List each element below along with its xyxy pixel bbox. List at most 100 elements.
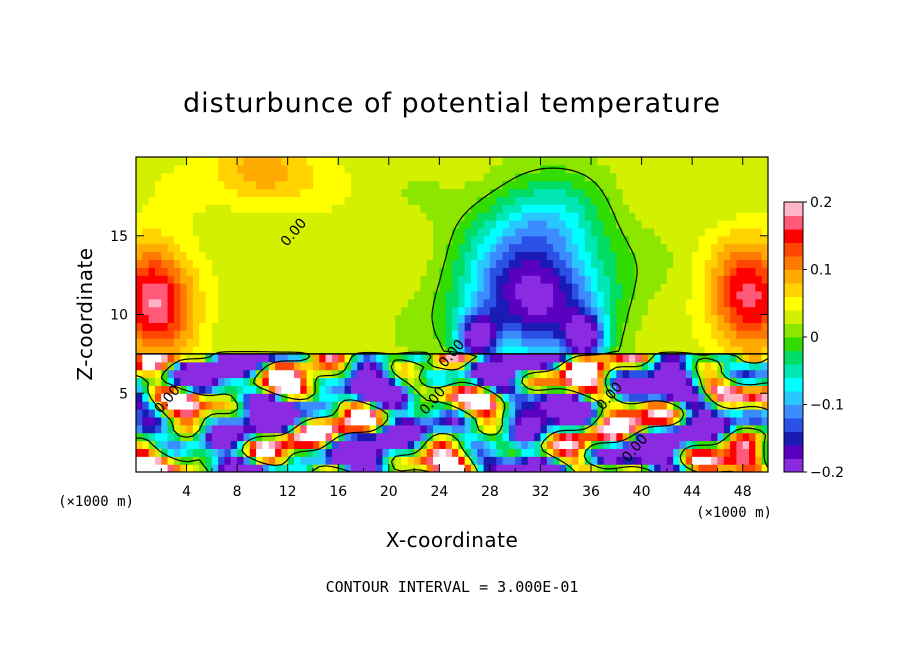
field-cell [723, 227, 731, 237]
field-cell [622, 401, 630, 410]
field-cell [559, 464, 567, 472]
field-cell [502, 259, 510, 268]
field-cell [742, 306, 750, 316]
contour-segment [729, 379, 737, 384]
field-cell [154, 164, 162, 174]
field-cell [723, 409, 731, 418]
field-cell [515, 338, 523, 347]
field-cell [654, 290, 662, 300]
contour-segment [205, 467, 209, 472]
field-cell [761, 243, 768, 253]
field-cell [395, 227, 403, 237]
field-cell [749, 353, 756, 363]
field-cell [186, 464, 194, 472]
field-cell [306, 196, 314, 205]
contour-segment [230, 394, 235, 399]
field-cell [679, 322, 687, 331]
field-cell [584, 235, 592, 245]
contour-segment [332, 436, 339, 442]
field-cell [382, 377, 390, 386]
contour-segment [316, 375, 320, 379]
contour-segment [679, 419, 682, 422]
field-cell [192, 314, 200, 323]
field-cell [647, 346, 655, 355]
field-cell [654, 243, 662, 253]
field-cell [717, 416, 725, 426]
field-cell [483, 448, 491, 457]
field-cell [673, 338, 681, 347]
contour-segment [704, 357, 712, 360]
field-cell [395, 424, 403, 434]
field-cell [483, 227, 491, 237]
field-cell [173, 157, 181, 166]
field-cell [268, 424, 276, 434]
field-cell [597, 259, 605, 268]
field-cell [312, 290, 320, 300]
field-cell [243, 448, 251, 457]
field-cell [186, 385, 194, 394]
field-cell [572, 283, 579, 292]
field-cell [666, 188, 674, 197]
field-cell [275, 227, 282, 237]
field-cell [142, 227, 150, 237]
contour-segment [597, 442, 604, 445]
field-cell [685, 353, 693, 363]
field-cell [521, 283, 529, 292]
field-cell [483, 180, 491, 190]
field-cell [508, 188, 516, 197]
field-cell [736, 259, 744, 268]
field-cell [749, 346, 756, 355]
field-cell [262, 243, 270, 253]
field-cell [477, 361, 485, 371]
field-cell [477, 298, 485, 308]
field-cell [338, 290, 346, 300]
field-cell [180, 220, 188, 229]
field-cell [641, 267, 649, 276]
contour-segment [583, 456, 586, 458]
field-cell [540, 290, 548, 300]
field-cell [673, 275, 681, 284]
field-cell [376, 393, 384, 402]
field-cell [154, 267, 162, 276]
field-cell [698, 338, 706, 347]
field-cell [256, 259, 263, 268]
field-cell [230, 275, 238, 284]
field-cell [458, 440, 466, 449]
field-cell [489, 361, 497, 371]
field-cell [382, 338, 390, 347]
field-cell [388, 243, 396, 253]
field-cell [584, 212, 592, 221]
field-cell [211, 361, 219, 371]
field-cell [439, 306, 447, 316]
field-cell [616, 290, 624, 300]
field-cell [616, 361, 624, 371]
contour-segment [427, 361, 434, 367]
field-cell [167, 267, 175, 276]
field-cell [439, 330, 447, 339]
field-cell [262, 346, 270, 355]
contour-segment [723, 406, 731, 410]
field-cell [401, 346, 409, 355]
field-cell [622, 385, 630, 394]
field-cell [331, 196, 339, 205]
field-cell [243, 283, 251, 292]
field-cell [350, 164, 358, 174]
field-cell [749, 243, 756, 253]
field-cell [692, 196, 700, 205]
field-cell [749, 456, 756, 465]
field-cell [527, 212, 535, 221]
field-cell [161, 196, 169, 205]
field-cell [692, 259, 700, 268]
field-cell [350, 172, 358, 182]
field-cell [224, 338, 232, 347]
field-cell [622, 361, 630, 371]
field-cell [704, 196, 712, 205]
field-cell [755, 172, 763, 182]
field-cell [167, 164, 175, 174]
field-cell [180, 393, 188, 402]
field-cell [660, 361, 668, 371]
field-cell [325, 401, 333, 410]
field-cell [192, 227, 200, 237]
field-cell [616, 275, 624, 284]
field-cell [723, 188, 731, 197]
